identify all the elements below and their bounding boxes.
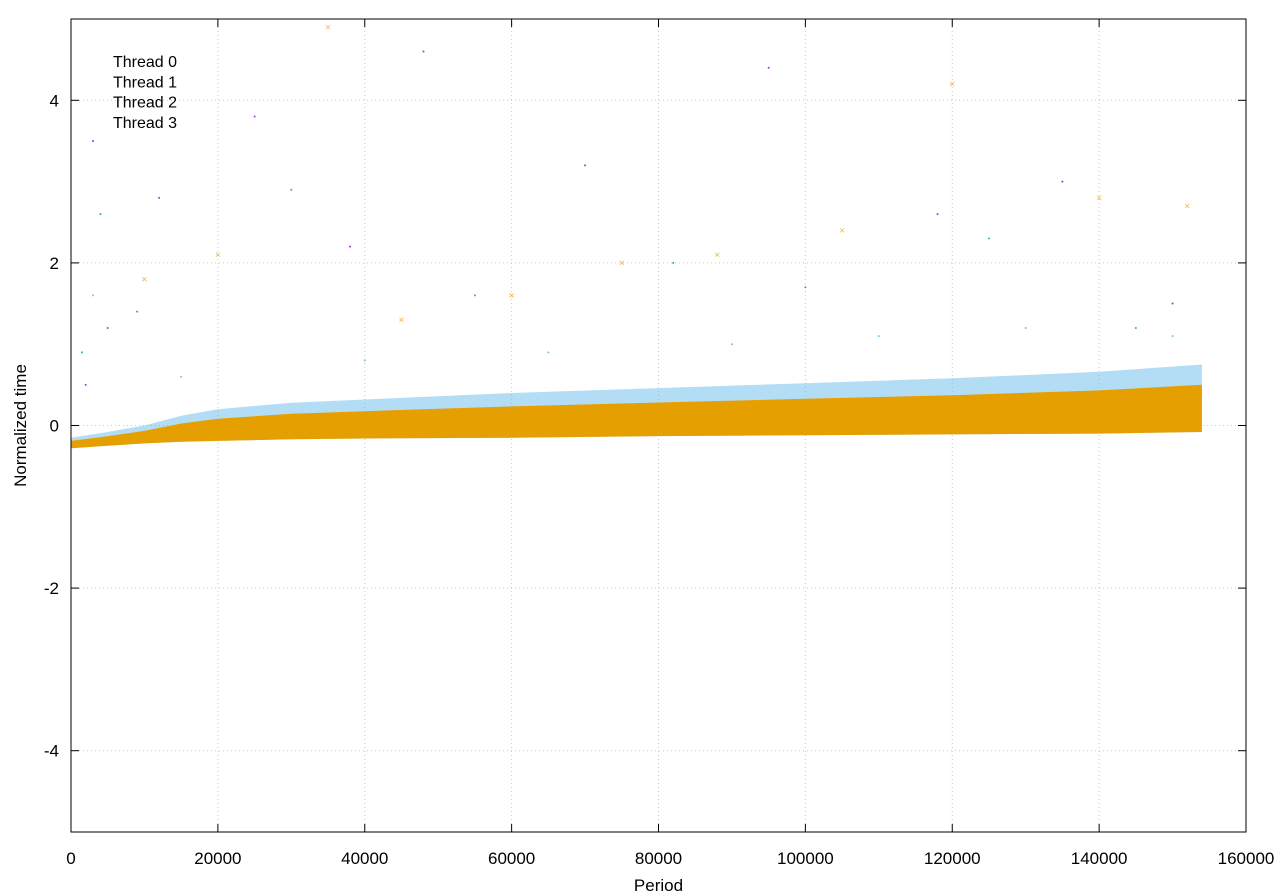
y-tick-label: -2: [44, 579, 59, 598]
y-tick-label: 2: [50, 254, 59, 273]
x-tick-label: 160000: [1218, 849, 1275, 868]
x-tick-label: 0: [66, 849, 75, 868]
y-axis-title: Normalized time: [11, 364, 30, 487]
data-point-thread-1: [987, 237, 990, 240]
x-tick-label: 120000: [924, 849, 981, 868]
data-point-thread-0: [84, 383, 87, 386]
data-point-thread-3: [215, 252, 221, 258]
data-point-thread-2: [1171, 335, 1174, 338]
x-axis-ticks: 0 20000 40000 60000 80000 100000 120000 140000 1…: [66, 19, 1274, 868]
data-point-thread-3: [1184, 203, 1190, 209]
data-point-thread-0: [936, 213, 939, 216]
data-point-thread-1: [99, 213, 102, 216]
y-tick-label: -4: [44, 742, 59, 761]
y-tick-label: 4: [50, 91, 59, 110]
data-point-thread-0: [349, 245, 352, 248]
data-point-thread-3: [399, 317, 404, 323]
x-tick-label: 60000: [488, 849, 535, 868]
data-point-thread-3: [142, 276, 147, 282]
data-point-thread-1: [1134, 326, 1137, 329]
data-point-thread-0: [1061, 180, 1064, 183]
data-point-thread-2: [92, 294, 95, 297]
data-point-thread-2: [363, 359, 366, 362]
legend-label-thread-2: Thread 2: [113, 95, 177, 112]
x-tick-label: 100000: [777, 849, 834, 868]
data-point-thread-0: [1171, 302, 1174, 305]
data-point-thread-0: [106, 326, 109, 329]
data-point-thread-3: [619, 260, 625, 266]
data-point-thread-2: [877, 335, 880, 338]
x-tick-label: 80000: [635, 849, 682, 868]
data-point-thread-0: [158, 196, 161, 199]
data-point-thread-0: [253, 115, 256, 118]
data-point-thread-3: [1096, 195, 1102, 201]
data-point-thread-0: [584, 164, 587, 167]
legend: Thread 0 Thread 1 Thread 2 Thread 3: [113, 54, 177, 132]
x-tick-label: 20000: [194, 849, 241, 868]
data-point-thread-3: [949, 81, 955, 87]
legend-label-thread-1: Thread 1: [113, 74, 177, 91]
data-point-thread-1: [804, 286, 807, 289]
y-axis-ticks: -4 -2 0 2 4: [44, 91, 1246, 761]
scatter-points: [81, 24, 1190, 386]
band-core: [71, 384, 1202, 449]
data-point-thread-1: [81, 351, 84, 354]
data-point-thread-2: [547, 351, 550, 354]
legend-label-thread-0: Thread 0: [113, 54, 177, 71]
data-point-thread-3: [839, 228, 845, 233]
x-axis-title: Period: [634, 876, 683, 895]
data-point-thread-3: [714, 252, 720, 258]
data-point-thread-3: [509, 293, 514, 298]
data-point-thread-0: [422, 50, 425, 53]
data-point-thread-1: [136, 310, 139, 313]
dense-point-band: [71, 364, 1202, 449]
x-tick-label: 40000: [341, 849, 388, 868]
data-point-thread-3: [325, 24, 331, 30]
data-point-thread-2: [730, 343, 733, 346]
data-point-thread-0: [767, 66, 770, 69]
data-point-thread-0: [92, 139, 95, 142]
legend-label-thread-3: Thread 3: [113, 115, 177, 132]
data-point-thread-1: [672, 261, 675, 264]
x-tick-label: 140000: [1071, 849, 1128, 868]
data-point-thread-2: [1024, 326, 1027, 329]
data-point-thread-1: [473, 294, 476, 297]
data-point-thread-1: [290, 188, 293, 191]
y-tick-label: 0: [50, 417, 59, 436]
data-point-thread-2: [180, 375, 183, 378]
